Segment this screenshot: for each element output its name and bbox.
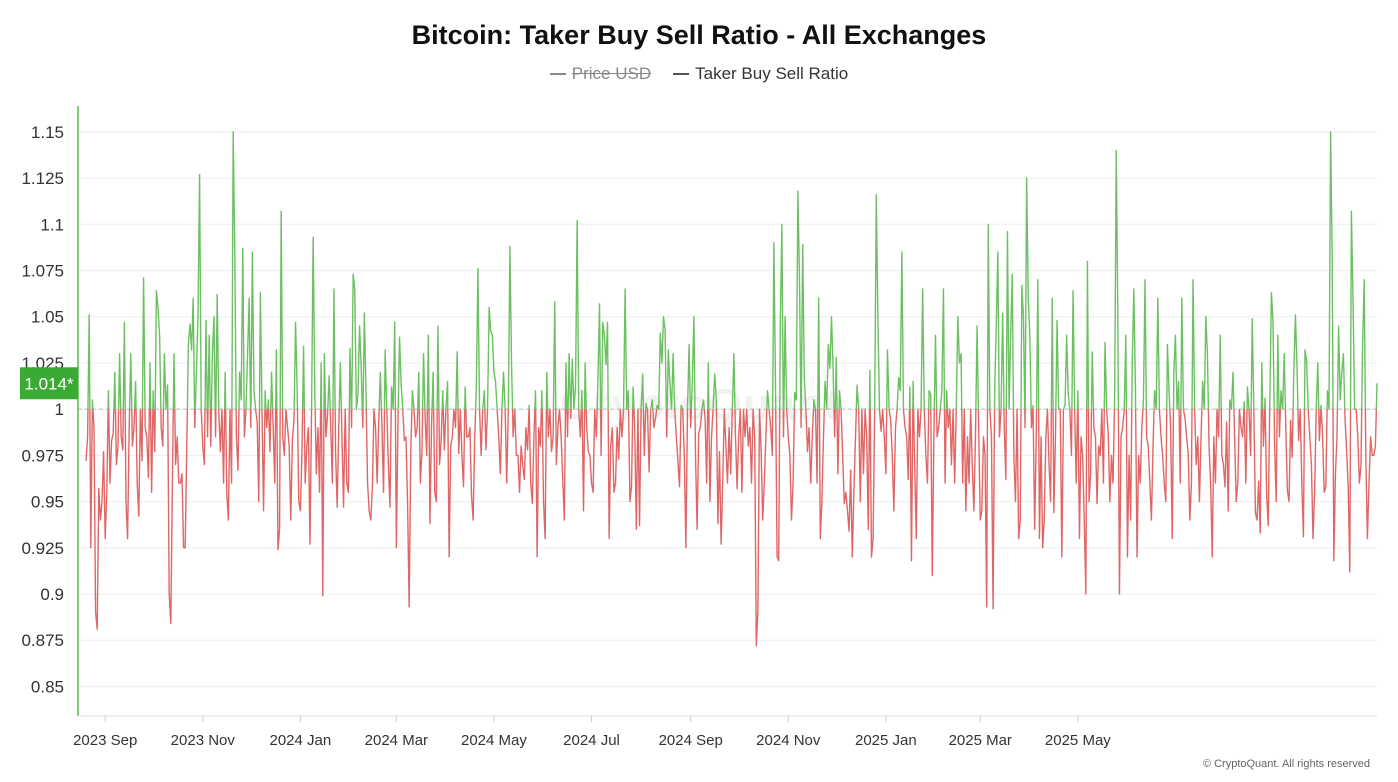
current-value-badge — [20, 367, 78, 400]
x-tick-label: 2024 Mar — [365, 732, 428, 749]
y-tick-label: 1.125 — [21, 169, 64, 188]
x-tick-label: 2025 Mar — [949, 732, 1012, 749]
x-tick-label: 2024 Jul — [563, 732, 620, 749]
y-tick-label: 0.875 — [21, 631, 64, 650]
legend-item-price-usd[interactable]: Price USD — [549, 64, 652, 84]
x-tick-label: 2025 Jan — [855, 732, 917, 749]
x-tick-label: 2023 Nov — [171, 732, 236, 749]
legend-label-taker-buy-sell-ratio: Taker Buy Sell Ratio — [695, 64, 849, 83]
x-tick-label: 2024 Sep — [659, 732, 723, 749]
y-tick-label: 1.05 — [31, 308, 64, 327]
chart-title: Bitcoin: Taker Buy Sell Ratio - All Exch… — [411, 20, 987, 50]
y-tick-label: 1.075 — [21, 262, 64, 281]
x-tick-label: 2024 May — [461, 732, 527, 749]
y-tick-label: 0.925 — [21, 539, 64, 558]
series-line-below-baseline[interactable] — [85, 132, 1378, 647]
y-tick-label: 0.95 — [31, 493, 64, 512]
y-tick-label: 0.975 — [21, 446, 64, 465]
x-tick-label: 2023 Sep — [73, 732, 137, 749]
x-tick-label: 2024 Nov — [756, 732, 821, 749]
y-tick-label: 1.15 — [31, 123, 64, 142]
x-tick-label: 2024 Jan — [269, 732, 331, 749]
copyright-footer: © CryptoQuant. All rights reserved — [1202, 758, 1370, 770]
legend-label-price-usd: Price USD — [571, 64, 652, 83]
legend: Price USD Taker Buy Sell Ratio — [0, 64, 1398, 84]
y-tick-label: 0.9 — [40, 585, 64, 604]
legend-swatch-price-usd — [549, 73, 566, 75]
current-value-label: 1.014* — [24, 374, 74, 393]
legend-item-taker-buy-sell-ratio[interactable]: Taker Buy Sell Ratio — [673, 64, 848, 84]
series-line-above-baseline[interactable] — [86, 131, 1378, 646]
y-tick-label: 0.85 — [31, 677, 64, 696]
x-tick-label: 2025 May — [1045, 732, 1111, 749]
legend-swatch-taker-buy-sell-ratio — [673, 73, 690, 75]
y-tick-label: 1 — [55, 400, 64, 419]
y-tick-label: 1.1 — [40, 215, 64, 234]
